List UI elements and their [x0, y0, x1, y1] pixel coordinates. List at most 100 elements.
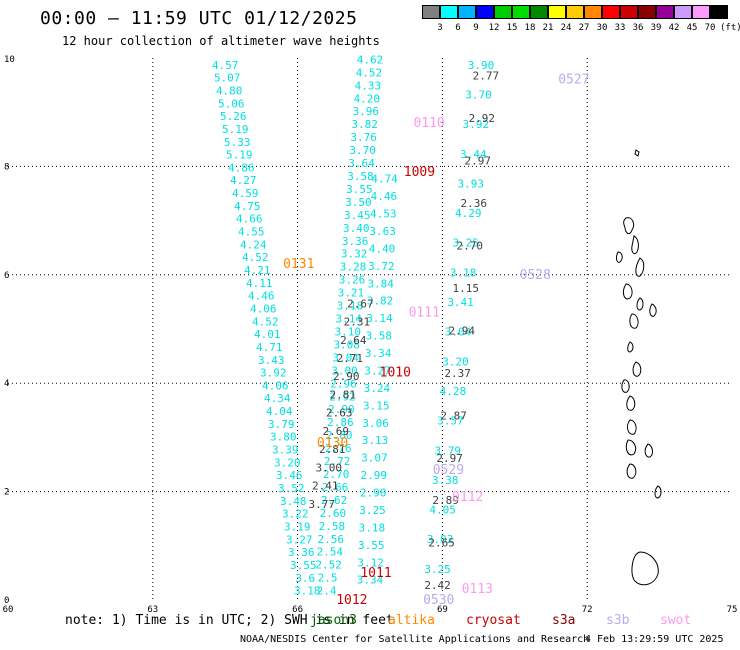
- wave-height-value: 3.43: [258, 354, 285, 367]
- island: [631, 551, 659, 586]
- map-subtitle: 12 hour collection of altimeter wave hei…: [62, 34, 380, 48]
- wave-height-value: 3.45: [344, 209, 371, 222]
- satellite-name: altika: [388, 613, 435, 628]
- pass-label: 1009: [404, 165, 435, 180]
- wave-height-value: 4.01: [254, 328, 281, 341]
- x-tick-label: 75: [727, 605, 738, 615]
- wave-height-value: 2.80: [326, 429, 353, 442]
- wave-height-value: 3.18: [294, 585, 321, 598]
- wave-height-value: 4.46: [248, 290, 275, 303]
- legend-label: 21: [542, 23, 554, 33]
- wave-height-value: 2.36: [461, 197, 488, 210]
- wave-height-value: 3.25: [424, 563, 451, 576]
- legend-swatch: [458, 5, 476, 19]
- legend-swatch: [692, 5, 710, 19]
- x-tick-label: 69: [437, 605, 448, 615]
- wave-height-value: 3.92: [463, 118, 490, 131]
- y-tick-label: 4: [4, 379, 9, 389]
- wave-height-value: 4.20: [354, 92, 381, 105]
- island: [627, 341, 634, 353]
- legend-swatch: [440, 5, 458, 19]
- wave-height-value: 4.53: [370, 208, 397, 221]
- pass-label: 0111: [409, 306, 440, 321]
- wave-height-value: 4.52: [356, 66, 383, 79]
- wave-height-value: 2.56: [318, 533, 345, 546]
- island: [626, 463, 637, 479]
- map-title: 00:00 – 11:59 UTC 01/12/2025: [40, 8, 358, 29]
- wave-height-value: 3.77: [308, 498, 335, 511]
- wave-height-value: 3.55: [358, 539, 385, 552]
- wave-height-value: 2.70: [323, 468, 350, 481]
- wave-height-value: 3.12: [357, 556, 384, 569]
- wave-height-value: 3.18: [450, 266, 477, 279]
- wave-height-value: 3.02: [427, 533, 454, 546]
- wave-height-value: 2.67: [347, 297, 374, 310]
- wave-height-value: 4.33: [355, 79, 382, 92]
- wave-height-value: 2.41: [312, 480, 339, 493]
- wave-height-value: 3.19: [284, 520, 311, 533]
- wave-height-value: 3.84: [367, 277, 394, 290]
- wave-height-value: 4.04: [266, 405, 293, 418]
- wave-height-value: 3.55: [290, 559, 317, 572]
- wave-height-value: 4.21: [244, 264, 271, 277]
- wave-height-value: 3.20: [442, 355, 469, 368]
- wave-height-value: 5.19: [226, 149, 253, 162]
- legend-unit: (ft): [720, 23, 740, 33]
- wave-height-value: 4.34: [264, 392, 291, 405]
- wave-height-value: 2.66: [322, 481, 349, 494]
- legend-label: 39: [650, 23, 662, 33]
- wave-height-value: 4.06: [250, 302, 277, 315]
- legend-swatch: [548, 5, 566, 19]
- wave-height-value: 3.08: [333, 338, 360, 351]
- legend-swatch: [638, 5, 656, 19]
- wave-height-value: 2.62: [321, 494, 348, 507]
- wave-height-value: 4.11: [246, 277, 273, 290]
- wave-height-value: 3.18: [359, 521, 386, 534]
- wave-height-value: 4.46: [371, 190, 398, 203]
- wave-height-value: 3.39: [272, 444, 299, 457]
- wave-height-value: 1.15: [452, 282, 479, 295]
- legend-label: 15: [506, 23, 518, 33]
- wave-height-value: 2.81: [330, 388, 357, 401]
- pass-label: 1012: [336, 593, 367, 608]
- island: [625, 439, 637, 456]
- pass-label: 0131: [283, 257, 314, 272]
- wave-height-value: 4.62: [357, 53, 384, 66]
- legend-label: 70: [704, 23, 716, 33]
- wave-height-value: 3.50: [345, 196, 372, 209]
- wave-height-value: 3.80: [270, 431, 297, 444]
- wave-height-value: 2.64: [340, 334, 367, 347]
- wave-height-value: 3.00: [331, 364, 358, 377]
- wave-height-value: 4.66: [236, 213, 263, 226]
- note-text: note: 1) Time is in UTC; 2) SWH is in fe…: [65, 613, 394, 628]
- wave-height-value: 3.36: [342, 235, 369, 248]
- wave-height-value: 3.25: [452, 237, 479, 250]
- wave-height-value: 3.40: [343, 222, 370, 235]
- wave-height-value: 2.4: [317, 585, 337, 598]
- wave-height-value: 2.92: [329, 390, 356, 403]
- legend-label: 24: [560, 23, 572, 33]
- wave-height-value: 2.97: [436, 452, 463, 465]
- wave-height-value: 2.92: [469, 112, 496, 125]
- island: [632, 361, 642, 377]
- island: [616, 251, 623, 263]
- wave-height-value: 2.90: [333, 370, 360, 383]
- wave-height-value: 2.31: [344, 316, 371, 329]
- wave-height-value: 4.80: [216, 84, 243, 97]
- wave-height-value: 2.76: [325, 442, 352, 455]
- legend-swatch: [674, 5, 692, 19]
- wave-height-value: 3.27: [364, 364, 391, 377]
- wave-height-value: 3.58: [347, 170, 374, 183]
- satellite-name: jason3: [310, 613, 357, 628]
- island: [649, 303, 657, 317]
- island: [626, 395, 636, 411]
- legend-label: 36: [632, 23, 644, 33]
- wave-height-value: 3.06: [362, 417, 389, 430]
- legend-swatch: [512, 5, 530, 19]
- wave-height-value: 3.52: [278, 482, 305, 495]
- island: [622, 283, 633, 300]
- pass-label: 0529: [433, 463, 464, 478]
- pass-label: 0530: [423, 593, 454, 608]
- legend-swatch: [710, 5, 728, 19]
